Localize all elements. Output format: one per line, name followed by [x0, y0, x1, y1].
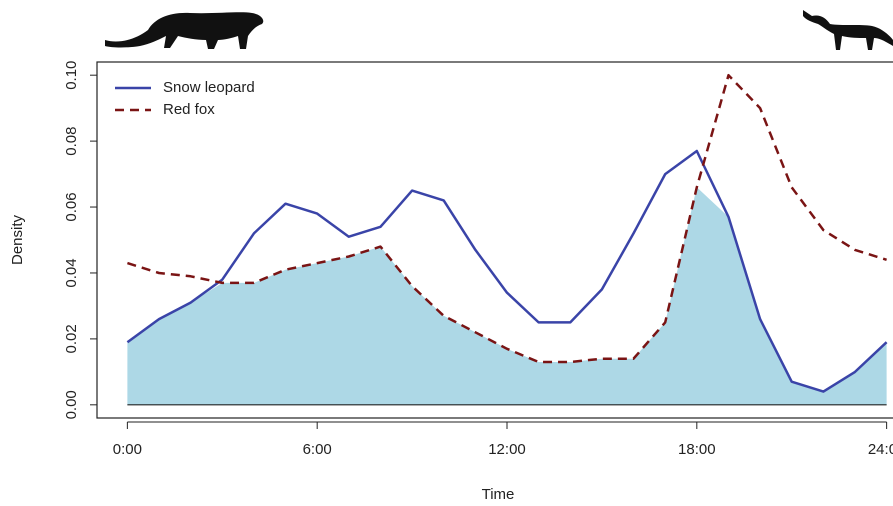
overlap-area: [127, 187, 886, 405]
x-tick-label: 0:00: [113, 441, 142, 458]
x-tick-label: 24:00: [868, 441, 893, 458]
legend-label: Snow leopard: [163, 79, 255, 96]
x-tick-label: 12:00: [488, 441, 526, 458]
x-tick-label: 6:00: [303, 441, 332, 458]
x-axis-label: Time: [482, 486, 515, 503]
y-tick-label: 0.08: [63, 127, 80, 156]
red-fox-icon: [803, 10, 893, 50]
y-tick-label: 0.04: [63, 258, 80, 287]
snow-leopard-icon: [105, 12, 263, 49]
chart: Time Density 0.00 0.02 0.04 0.06 0.08 0.10 0:0…: [0, 0, 893, 506]
animal-icons: [105, 10, 893, 50]
y-tick-label: 0.10: [63, 61, 80, 90]
y-axis-label: Density: [9, 214, 26, 265]
legend-label: Red fox: [163, 101, 215, 118]
y-tick-label: 0.02: [63, 324, 80, 353]
y-tick-label: 0.00: [63, 390, 80, 419]
y-tick-label: 0.06: [63, 192, 80, 221]
x-tick-label: 18:00: [678, 441, 716, 458]
